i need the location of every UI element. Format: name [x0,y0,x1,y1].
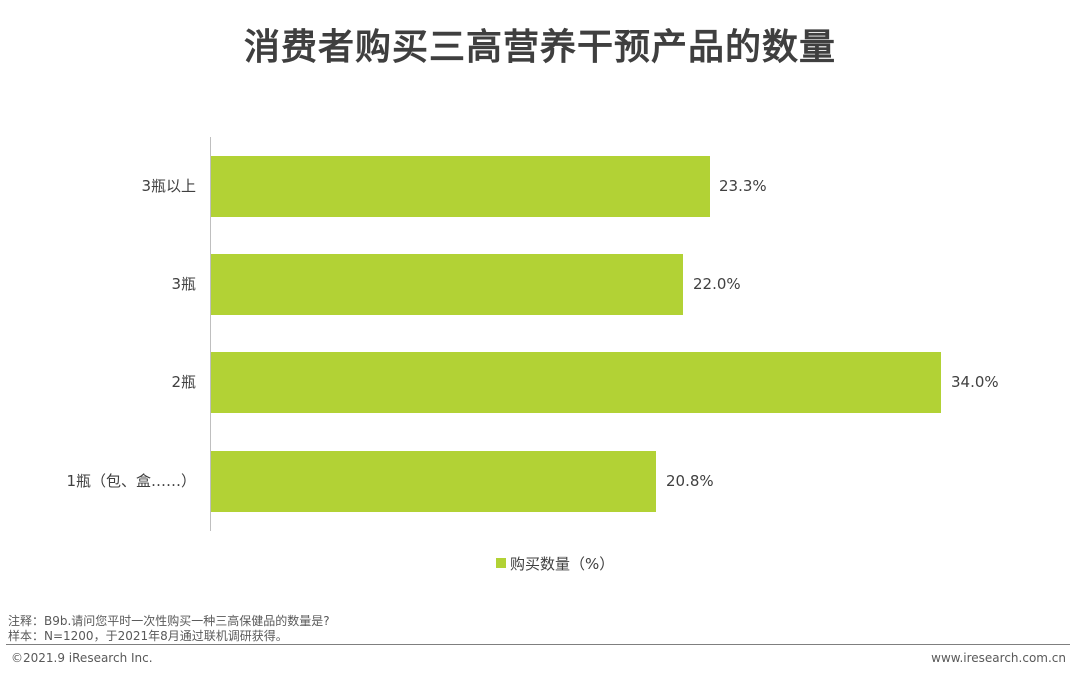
footer-divider [6,644,1070,645]
bar [211,254,683,315]
category-label: 3瓶 [171,275,196,293]
bar-row: 2瓶 34.0% [0,352,1080,413]
bar-row: 1瓶（包、盒……） 20.8% [0,451,1080,512]
legend-label: 购买数量（%） [510,554,615,573]
website-link[interactable]: www.iresearch.com.cn [931,651,1066,665]
legend: 购买数量（%） [496,552,614,574]
category-label: 2瓶 [171,373,196,391]
note-text: 注释：B9b.请问您平时一次性购买一种三高保健品的数量是? [8,614,330,628]
bar [211,156,710,217]
copyright: ©2021.9 iResearch Inc. [11,651,153,665]
value-label: 22.0% [693,275,741,293]
value-label: 20.8% [666,472,714,490]
legend-swatch-icon [496,558,506,568]
value-label: 23.3% [719,177,767,195]
bar-row: 3瓶 22.0% [0,254,1080,315]
bar [211,352,941,413]
category-axis-line [210,137,211,531]
category-label: 1瓶（包、盒……） [66,472,196,490]
sample-text: 样本：N=1200，于2021年8月通过联机调研获得。 [8,629,288,643]
bar-row: 3瓶以上 23.3% [0,156,1080,217]
bar [211,451,656,512]
value-label: 34.0% [951,373,999,391]
chart-title: 消费者购买三高营养干预产品的数量 [243,27,836,68]
category-label: 3瓶以上 [141,177,196,195]
